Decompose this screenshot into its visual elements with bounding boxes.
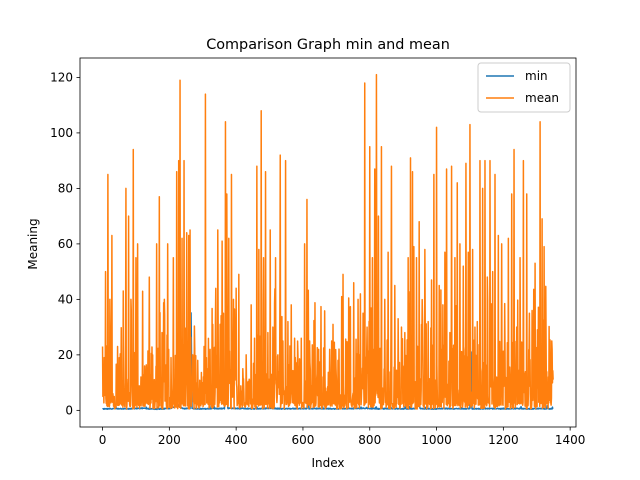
axes-layer: 0 200 400 600 800 1000 1200 1400 0 20 40 60 80 100 120 xyxy=(50,57,586,447)
x-axis-label: Index xyxy=(311,456,344,470)
x-tick-label: 1400 xyxy=(555,433,586,447)
data-layer xyxy=(101,73,554,411)
series-lines xyxy=(101,73,554,411)
x-tick-label: 400 xyxy=(225,433,248,447)
series-line-mean xyxy=(101,73,554,410)
y-tick-label: 120 xyxy=(50,71,73,85)
legend-label-mean: mean xyxy=(525,91,559,105)
x-tick-label: 800 xyxy=(358,433,381,447)
x-tick-label: 0 xyxy=(99,433,107,447)
chart-title: Comparison Graph min and mean xyxy=(206,37,450,53)
y-axis-label: Meaning xyxy=(26,218,40,269)
x-tick-label: 200 xyxy=(158,433,181,447)
legend: min mean xyxy=(477,62,571,113)
legend-label-min: min xyxy=(525,69,548,83)
plot-frame xyxy=(79,57,577,428)
y-tick-label: 60 xyxy=(58,237,73,251)
x-tick-label: 1000 xyxy=(421,433,452,447)
y-tick-label: 40 xyxy=(58,293,73,307)
x-tick-label: 1200 xyxy=(488,433,519,447)
y-tick-label: 0 xyxy=(65,404,73,418)
y-tick-label: 20 xyxy=(58,348,73,362)
y-tick-label: 80 xyxy=(58,182,73,196)
y-tick-label: 100 xyxy=(50,126,73,140)
x-tick-label: 600 xyxy=(291,433,314,447)
